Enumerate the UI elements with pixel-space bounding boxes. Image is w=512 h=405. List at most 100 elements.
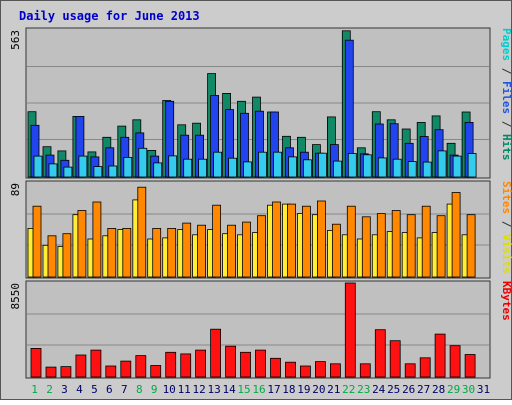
- bar-kbytes-day-23: [359, 363, 371, 378]
- panel-pages-files-hits: 563 Pages / Files / Hits: [9, 27, 512, 179]
- bar-kbytes-day-3: [60, 366, 72, 378]
- bar-pages-day-22: [347, 153, 357, 178]
- bar-sites-day-19: [301, 205, 311, 278]
- x-tick-label: 17: [267, 383, 280, 396]
- bar-pages-day-21: [332, 160, 342, 178]
- bar-kbytes-day-10: [165, 351, 177, 378]
- bar-sites-day-5: [92, 201, 102, 278]
- x-tick-label: 22: [342, 383, 355, 396]
- bar-pages-day-20: [317, 152, 327, 178]
- bar-pages-day-24: [377, 157, 387, 178]
- bar-pages-day-14: [228, 157, 238, 178]
- bar-sites-day-3: [62, 233, 72, 278]
- bar-sites-day-29: [451, 192, 461, 278]
- panel-sites-visits: 89 Sites / Visits: [9, 180, 512, 279]
- x-tick-label: 4: [76, 383, 83, 396]
- bar-pages-day-7: [123, 156, 133, 178]
- x-tick-label: 19: [297, 383, 310, 396]
- bar-pages-day-25: [392, 158, 402, 178]
- bar-pages-day-29: [452, 155, 462, 178]
- x-tick-label: 1: [31, 383, 38, 396]
- x-tick-label: 12: [192, 383, 205, 396]
- bar-sites-day-20: [316, 200, 326, 278]
- bar-pages-day-1: [33, 155, 43, 178]
- x-tick-label: 5: [91, 383, 98, 396]
- bar-sites-day-9: [152, 227, 162, 278]
- bar-pages-day-30: [467, 153, 477, 178]
- y-max-label: 563: [9, 30, 22, 50]
- bar-pages-day-6: [108, 165, 118, 178]
- legend-part: Hits: [500, 134, 512, 161]
- x-tick-label: 26: [402, 383, 415, 396]
- bar-sites-day-13: [212, 204, 222, 278]
- bar-sites-day-23: [361, 216, 371, 278]
- x-tick-label: 10: [163, 383, 176, 396]
- bar-kbytes-day-12: [195, 349, 207, 378]
- bar-sites-day-26: [406, 214, 416, 278]
- bar-kbytes-day-20: [314, 361, 326, 378]
- panels-layer: 563 Pages / Files / Hits 89 Sites / Visits8…: [9, 27, 512, 379]
- bar-sites-day-15: [242, 221, 251, 278]
- bar-sites-day-28: [436, 215, 446, 278]
- bar-sites-day-24: [376, 213, 386, 278]
- legend-part: /: [500, 114, 512, 134]
- bar-kbytes-day-8: [135, 355, 147, 378]
- bar-sites-day-18: [287, 203, 296, 278]
- x-tick-label: 18: [282, 383, 295, 396]
- x-tick-label: 20: [312, 383, 325, 396]
- bar-pages-day-19: [302, 159, 312, 178]
- bar-sites-day-1: [32, 205, 42, 278]
- legend-part: Visits: [500, 234, 512, 274]
- legend-label: KBytes: [500, 281, 512, 321]
- bar-kbytes-day-5: [90, 349, 102, 378]
- bar-kbytes-day-14: [225, 345, 237, 378]
- bar-pages-day-2: [48, 163, 58, 178]
- bar-sites-day-11: [182, 222, 192, 278]
- bar-kbytes-day-7: [120, 360, 132, 378]
- bar-pages-day-15: [243, 161, 252, 178]
- bar-sites-day-30: [466, 214, 476, 278]
- bar-sites-day-21: [331, 223, 341, 278]
- x-tick-label: 14: [222, 383, 236, 396]
- bar-sites-day-2: [47, 235, 57, 278]
- bar-kbytes-day-2: [45, 366, 57, 378]
- x-tick-label: 6: [106, 383, 113, 396]
- bar-pages-day-26: [407, 161, 417, 178]
- bar-sites-day-14: [227, 224, 237, 278]
- legend-part: Sites: [500, 181, 512, 214]
- bar-kbytes-day-21: [329, 363, 341, 378]
- bar-kbytes-day-28: [434, 333, 446, 378]
- legend-label: Pages / Files / Hits: [500, 28, 512, 161]
- bar-kbytes-day-15: [240, 351, 251, 378]
- bar-pages-day-17: [273, 151, 282, 178]
- bar-kbytes-day-9: [150, 365, 162, 378]
- bar-kbytes-day-19: [299, 365, 311, 378]
- x-tick-label: 2: [46, 383, 53, 396]
- x-tick-label: 30: [462, 383, 475, 396]
- bar-pages-day-5: [93, 166, 103, 178]
- legend-label: Sites / Visits: [500, 181, 512, 274]
- bar-sites-day-6: [107, 227, 117, 278]
- bar-pages-day-10: [168, 155, 178, 178]
- legend-part: /: [500, 61, 512, 81]
- x-tick-label: 3: [61, 383, 68, 396]
- x-tick-label: 29: [447, 383, 460, 396]
- bar-sites-day-17: [272, 201, 281, 278]
- bar-sites-day-4: [77, 210, 87, 278]
- bar-pages-day-9: [153, 162, 163, 178]
- bar-kbytes-day-18: [285, 361, 296, 378]
- x-tick-label: 7: [121, 383, 128, 396]
- bar-pages-day-8: [138, 147, 148, 178]
- bar-kbytes-day-4: [75, 354, 87, 378]
- x-tick-label: 23: [357, 383, 370, 396]
- x-tick-label: 27: [417, 383, 430, 396]
- x-tick-label: 24: [372, 383, 386, 396]
- x-tick-label: 9: [151, 383, 158, 396]
- legend-part: Pages: [500, 28, 512, 61]
- bar-kbytes-day-24: [374, 329, 386, 378]
- bar-pages-day-4: [78, 155, 88, 178]
- y-max-label: 89: [9, 183, 22, 196]
- bar-pages-day-28: [437, 150, 447, 178]
